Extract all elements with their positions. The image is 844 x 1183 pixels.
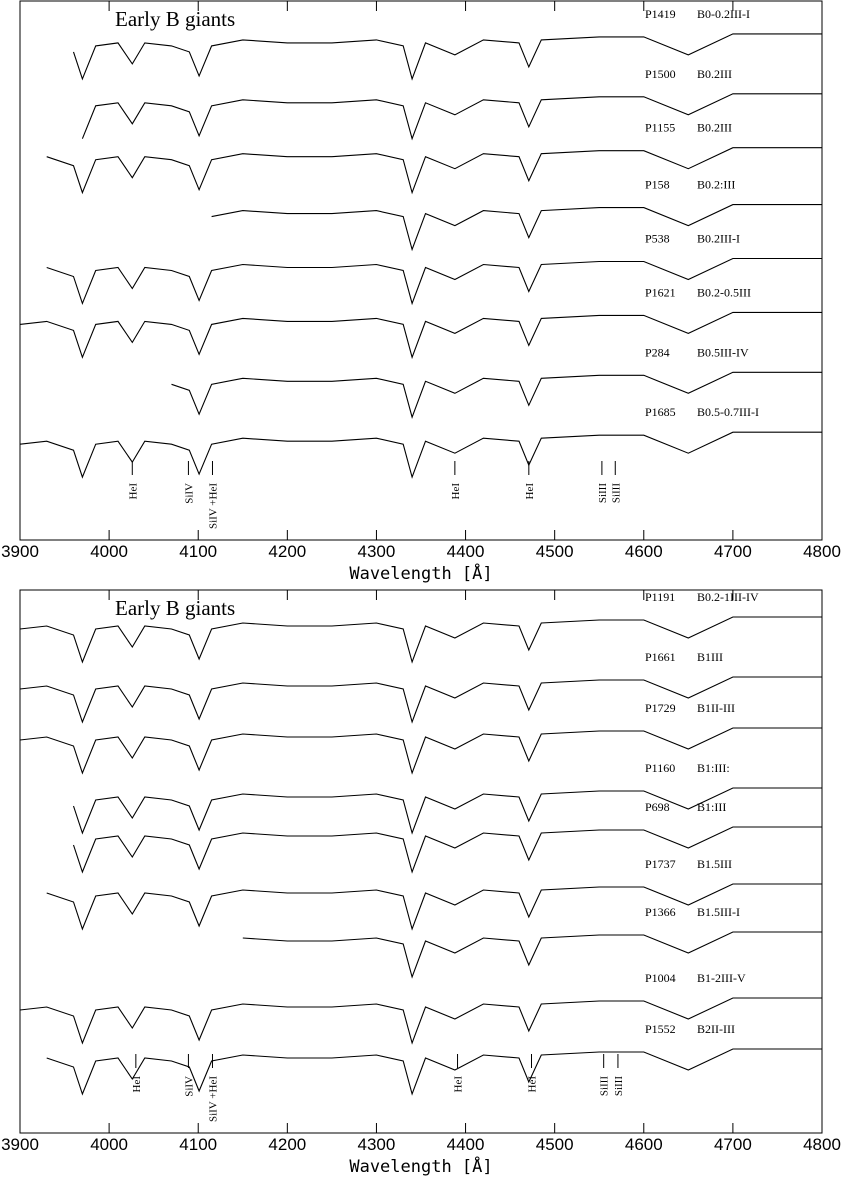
x-tick-label: 4000 bbox=[90, 1135, 128, 1154]
spectral-type: B0.2III bbox=[697, 121, 732, 135]
spectral-type: B0.2III-I bbox=[697, 232, 740, 246]
line-id-label: HeI bbox=[127, 483, 139, 500]
x-tick-label: 4800 bbox=[803, 542, 841, 561]
line-id-label: HeI bbox=[131, 1076, 143, 1093]
star-name: P284 bbox=[645, 345, 670, 359]
line-id-label: SiIV +HeI bbox=[207, 483, 219, 529]
spectral-type: B0.2-0.5III bbox=[697, 285, 751, 299]
star-name: P1621 bbox=[645, 285, 676, 299]
x-tick-label: 4200 bbox=[268, 542, 306, 561]
x-tick-label: 4200 bbox=[268, 1135, 306, 1154]
spectrum-line bbox=[46, 883, 822, 931]
chart-title: Early B giants bbox=[115, 596, 235, 620]
star-name: P1366 bbox=[645, 905, 676, 919]
spectrum-line bbox=[72, 787, 822, 835]
spectrum-line bbox=[46, 257, 822, 306]
x-tick-label: 4100 bbox=[179, 1135, 217, 1154]
spectrum-line bbox=[19, 997, 822, 1045]
spectrum-line bbox=[19, 431, 822, 479]
x-tick-label: 4500 bbox=[536, 542, 574, 561]
spectral-type: B1.5III-I bbox=[697, 905, 740, 919]
line-id-label: HeI bbox=[453, 1076, 465, 1093]
spectral-type: B0.2-1III-IV bbox=[697, 590, 759, 604]
spectrum-line bbox=[171, 371, 822, 419]
star-name: P1004 bbox=[645, 971, 676, 985]
x-tick-label: 4700 bbox=[714, 1135, 752, 1154]
spectrum-line bbox=[81, 93, 822, 141]
star-name: P698 bbox=[645, 800, 670, 814]
chart-title: Early B giants bbox=[115, 7, 235, 31]
line-id-label: SiIV bbox=[183, 1076, 195, 1097]
spectrum-line bbox=[211, 204, 822, 252]
spectral-type: B0-0.2III-I bbox=[697, 7, 750, 21]
plot-frame bbox=[19, 589, 823, 1134]
star-name: P158 bbox=[645, 178, 670, 192]
star-name: P1685 bbox=[645, 405, 676, 419]
line-id-label: HeI bbox=[450, 483, 462, 500]
line-id-label: SiIV bbox=[183, 483, 195, 504]
spectral-type: B1:III bbox=[697, 800, 726, 814]
spectral-type: B1-2III-V bbox=[697, 971, 746, 985]
spectrum-line bbox=[19, 727, 822, 775]
panel: 3900 4000 4100 4200 4300 4400 4500 4600 4700 4800… bbox=[1, 0, 841, 584]
x-tick-label: 4700 bbox=[714, 542, 752, 561]
spectral-type: B1.5III bbox=[697, 857, 732, 871]
x-tick-label: 4600 bbox=[625, 542, 663, 561]
spectrum-line bbox=[72, 33, 822, 81]
x-tick-label: 4600 bbox=[625, 1135, 663, 1154]
spectrum-line bbox=[46, 1048, 822, 1096]
spectrum-line bbox=[242, 931, 822, 979]
line-id-label: HeI bbox=[524, 483, 536, 500]
star-name: P1500 bbox=[645, 67, 676, 81]
spectrum-line bbox=[72, 826, 822, 874]
x-tick-label: 4300 bbox=[358, 542, 396, 561]
x-tick-label: 4000 bbox=[90, 542, 128, 561]
spectrum-line bbox=[19, 616, 822, 664]
star-name: P1552 bbox=[645, 1022, 676, 1036]
line-id-label: SiIV +HeI bbox=[207, 1076, 219, 1122]
x-tick-label: 3900 bbox=[1, 542, 39, 561]
x-tick-label: 4800 bbox=[803, 1135, 841, 1154]
star-name: P1191 bbox=[645, 590, 675, 604]
star-name: P1160 bbox=[645, 761, 675, 775]
spectral-type: B1II-III bbox=[697, 701, 735, 715]
spectral-type: B1III bbox=[697, 650, 723, 664]
star-name: P1737 bbox=[645, 857, 676, 871]
panel: 3900 4000 4100 4200 4300 4400 4500 4600 4700 4800… bbox=[1, 589, 841, 1177]
spectral-type: B0.2:III bbox=[697, 178, 735, 192]
line-id-label: SiIII bbox=[613, 1076, 625, 1097]
spectral-type: B1:III: bbox=[697, 761, 730, 775]
spectrum-line bbox=[19, 311, 822, 360]
spectral-type: B0.2III bbox=[697, 67, 732, 81]
x-tick-label: 4400 bbox=[447, 1135, 485, 1154]
line-id-label: SiIII bbox=[610, 483, 622, 504]
star-name: P538 bbox=[645, 232, 670, 246]
line-id-label: SiIII bbox=[597, 483, 609, 504]
x-tick-label: 4300 bbox=[358, 1135, 396, 1154]
x-axis-label: Wavelength [Å] bbox=[349, 1155, 492, 1177]
x-tick-label: 4500 bbox=[536, 1135, 574, 1154]
star-name: P1155 bbox=[645, 121, 675, 135]
star-name: P1661 bbox=[645, 650, 676, 664]
star-name: P1419 bbox=[645, 7, 676, 21]
spectrum-line bbox=[19, 676, 822, 724]
spectrum-line bbox=[46, 147, 822, 195]
spectral-type: B0.5-0.7III-I bbox=[697, 405, 759, 419]
plot-frame bbox=[19, 0, 823, 541]
x-tick-label: 4400 bbox=[447, 542, 485, 561]
x-axis-label: Wavelength [Å] bbox=[349, 562, 492, 584]
x-tick-label: 3900 bbox=[1, 1135, 39, 1154]
spectral-type: B0.5III-IV bbox=[697, 345, 749, 359]
line-id-label: HeI bbox=[526, 1076, 538, 1093]
line-id-label: SiIII bbox=[599, 1076, 611, 1097]
star-name: P1729 bbox=[645, 701, 676, 715]
spectral-type: B2II-III bbox=[697, 1022, 735, 1036]
x-tick-label: 4100 bbox=[179, 542, 217, 561]
